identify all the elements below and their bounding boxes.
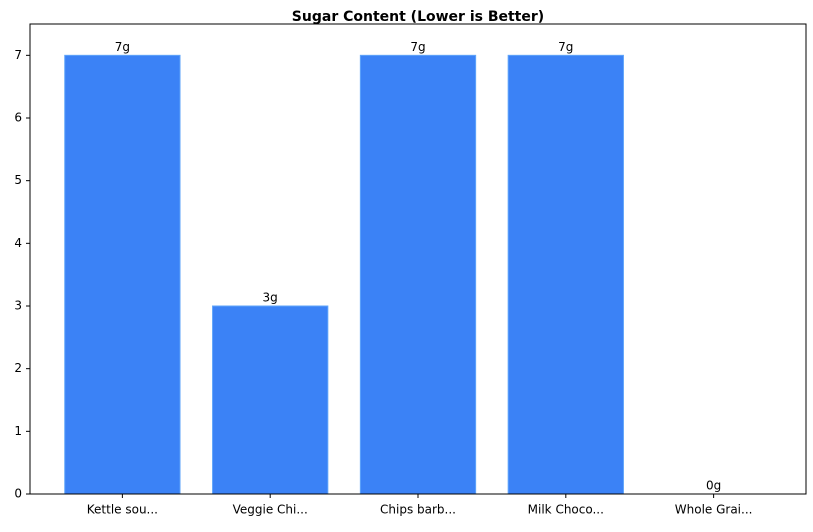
- x-tick-label: Kettle sou...: [87, 503, 158, 517]
- x-tick-label: Veggie Chi...: [233, 503, 308, 517]
- value-label: 7g: [410, 40, 425, 54]
- y-tick-label: 1: [14, 424, 22, 438]
- bar: [212, 305, 329, 495]
- bar: [359, 54, 477, 495]
- bar: [507, 54, 624, 495]
- value-label: 7g: [558, 40, 573, 54]
- value-label: 0g: [706, 479, 721, 493]
- value-label: 7g: [115, 40, 130, 54]
- x-tick-label: Chips barb...: [380, 503, 456, 517]
- chart-title: Sugar Content (Lower is Better): [292, 9, 544, 25]
- y-tick-label: 7: [14, 48, 22, 62]
- y-tick-label: 3: [14, 299, 22, 313]
- y-tick-label: 0: [14, 487, 22, 501]
- x-tick-label: Milk Choco...: [528, 503, 604, 517]
- y-tick-label: 5: [14, 173, 22, 187]
- y-tick-label: 6: [14, 111, 22, 125]
- bar: [64, 54, 181, 495]
- y-tick-label: 2: [14, 361, 22, 375]
- plot-frame: [29, 23, 807, 495]
- y-tick-label: 4: [14, 236, 22, 250]
- value-label: 3g: [263, 291, 278, 305]
- x-tick-label: Whole Grai...: [675, 503, 753, 517]
